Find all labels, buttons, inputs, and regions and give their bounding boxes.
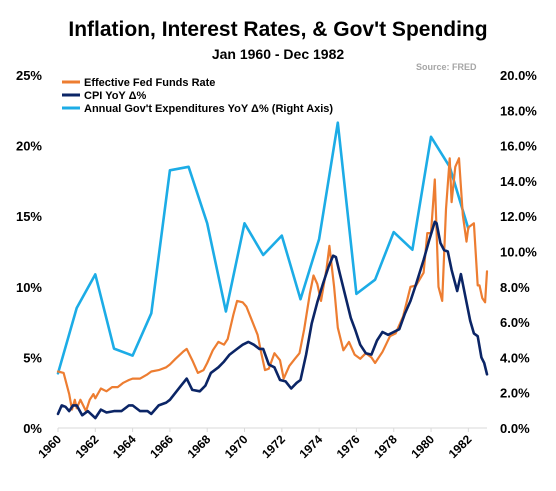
x-tick-label: 1980 <box>408 432 437 461</box>
chart-title: Inflation, Interest Rates, & Gov't Spend… <box>68 18 488 41</box>
y-left-tick-label: 5% <box>23 350 42 365</box>
x-tick-label: 1960 <box>35 432 64 461</box>
x-tick-label: 1964 <box>110 432 139 461</box>
y-left-tick-label: 15% <box>16 209 42 224</box>
y-right-tick-label: 12.0% <box>500 209 537 224</box>
y-right-tick-label: 14.0% <box>500 174 537 189</box>
chart-source: Source: FRED <box>416 62 477 72</box>
y-right-tick-label: 0.0% <box>500 421 530 436</box>
y-left-tick-label: 20% <box>16 139 42 154</box>
y-right-tick-label: 6.0% <box>500 315 530 330</box>
series-line-2 <box>56 220 489 420</box>
x-tick-label: 1966 <box>147 432 176 461</box>
series-line-3 <box>56 121 470 375</box>
x-tick-label: 1978 <box>371 432 400 461</box>
x-tick-label: 1970 <box>222 432 251 461</box>
legend-label: CPI YoY Δ% <box>84 90 147 102</box>
y-right-tick-label: 16.0% <box>500 139 537 154</box>
x-tick-label: 1974 <box>296 432 325 461</box>
chart-subtitle: Jan 1960 - Dec 1982 <box>211 46 345 62</box>
legend-label: Annual Gov't Expenditures YoY Δ% (Right … <box>84 103 333 115</box>
y-right-tick-label: 8.0% <box>500 280 530 295</box>
legend-label: Effective Fed Funds Rate <box>84 77 215 89</box>
y-left-tick-label: 10% <box>16 280 42 295</box>
y-right-tick-label: 2.0% <box>500 386 530 401</box>
x-tick-label: 1982 <box>446 432 475 461</box>
x-tick-label: 1968 <box>185 432 214 461</box>
x-tick-label: 1972 <box>259 432 288 461</box>
y-right-tick-label: 10.0% <box>500 245 537 260</box>
x-tick-label: 1962 <box>73 432 102 461</box>
y-right-tick-label: 20.0% <box>500 68 537 83</box>
x-tick-label: 1976 <box>334 432 363 461</box>
y-left-tick-label: 0% <box>23 421 42 436</box>
y-right-tick-label: 4.0% <box>500 350 530 365</box>
y-left-tick-label: 25% <box>16 68 42 83</box>
y-right-tick-label: 18.0% <box>500 103 537 118</box>
series-line-1 <box>56 157 489 413</box>
